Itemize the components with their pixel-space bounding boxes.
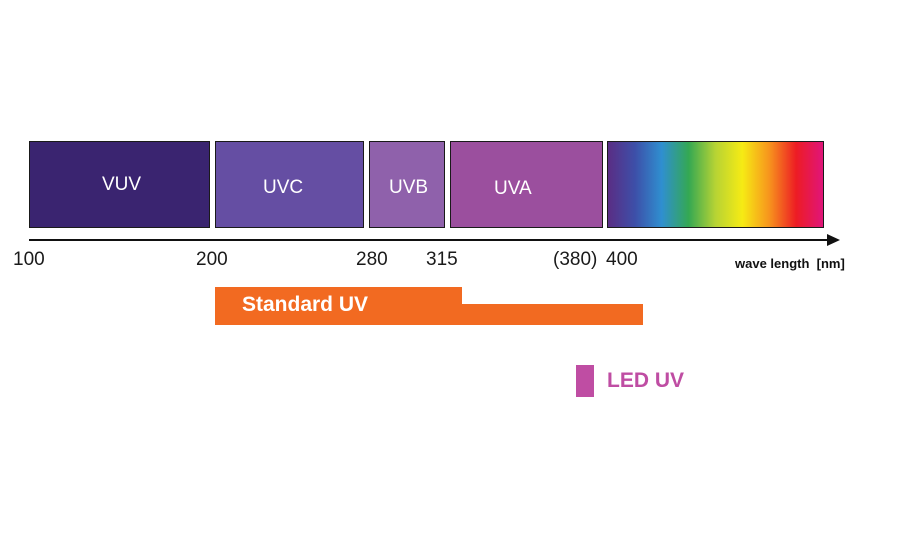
band-label-uvb: UVB [389, 177, 429, 198]
band-visible-spectrum [607, 141, 824, 228]
tick-label-280: 280 [356, 249, 388, 270]
led-uv-label: LED UV [607, 369, 685, 392]
tick-label-315: 315 [426, 249, 458, 270]
axis-arrow-icon [827, 234, 840, 246]
band-uvc: UVC [215, 141, 364, 228]
band-label-uva: UVA [494, 178, 532, 199]
band-uva: UVA [450, 141, 603, 228]
led-uv-bar [576, 365, 594, 397]
tick-label-380: (380) [553, 249, 598, 270]
tick-label-200: 200 [196, 249, 228, 270]
tick-label-400: 400 [606, 249, 638, 270]
wavelength-axis-line [29, 239, 829, 241]
standard-uv-bar-upper [215, 287, 462, 305]
standard-uv-bar-lower [215, 304, 643, 325]
axis-unit-label: wave length [nm] [735, 256, 845, 271]
band-vuv: VUV [29, 141, 210, 228]
band-label-vuv: VUV [102, 174, 142, 195]
standard-uv-label: Standard UV [242, 293, 369, 316]
band-uvb: UVB [369, 141, 445, 228]
band-label-uvc: UVC [263, 177, 304, 198]
tick-label-100: 100 [13, 249, 45, 270]
